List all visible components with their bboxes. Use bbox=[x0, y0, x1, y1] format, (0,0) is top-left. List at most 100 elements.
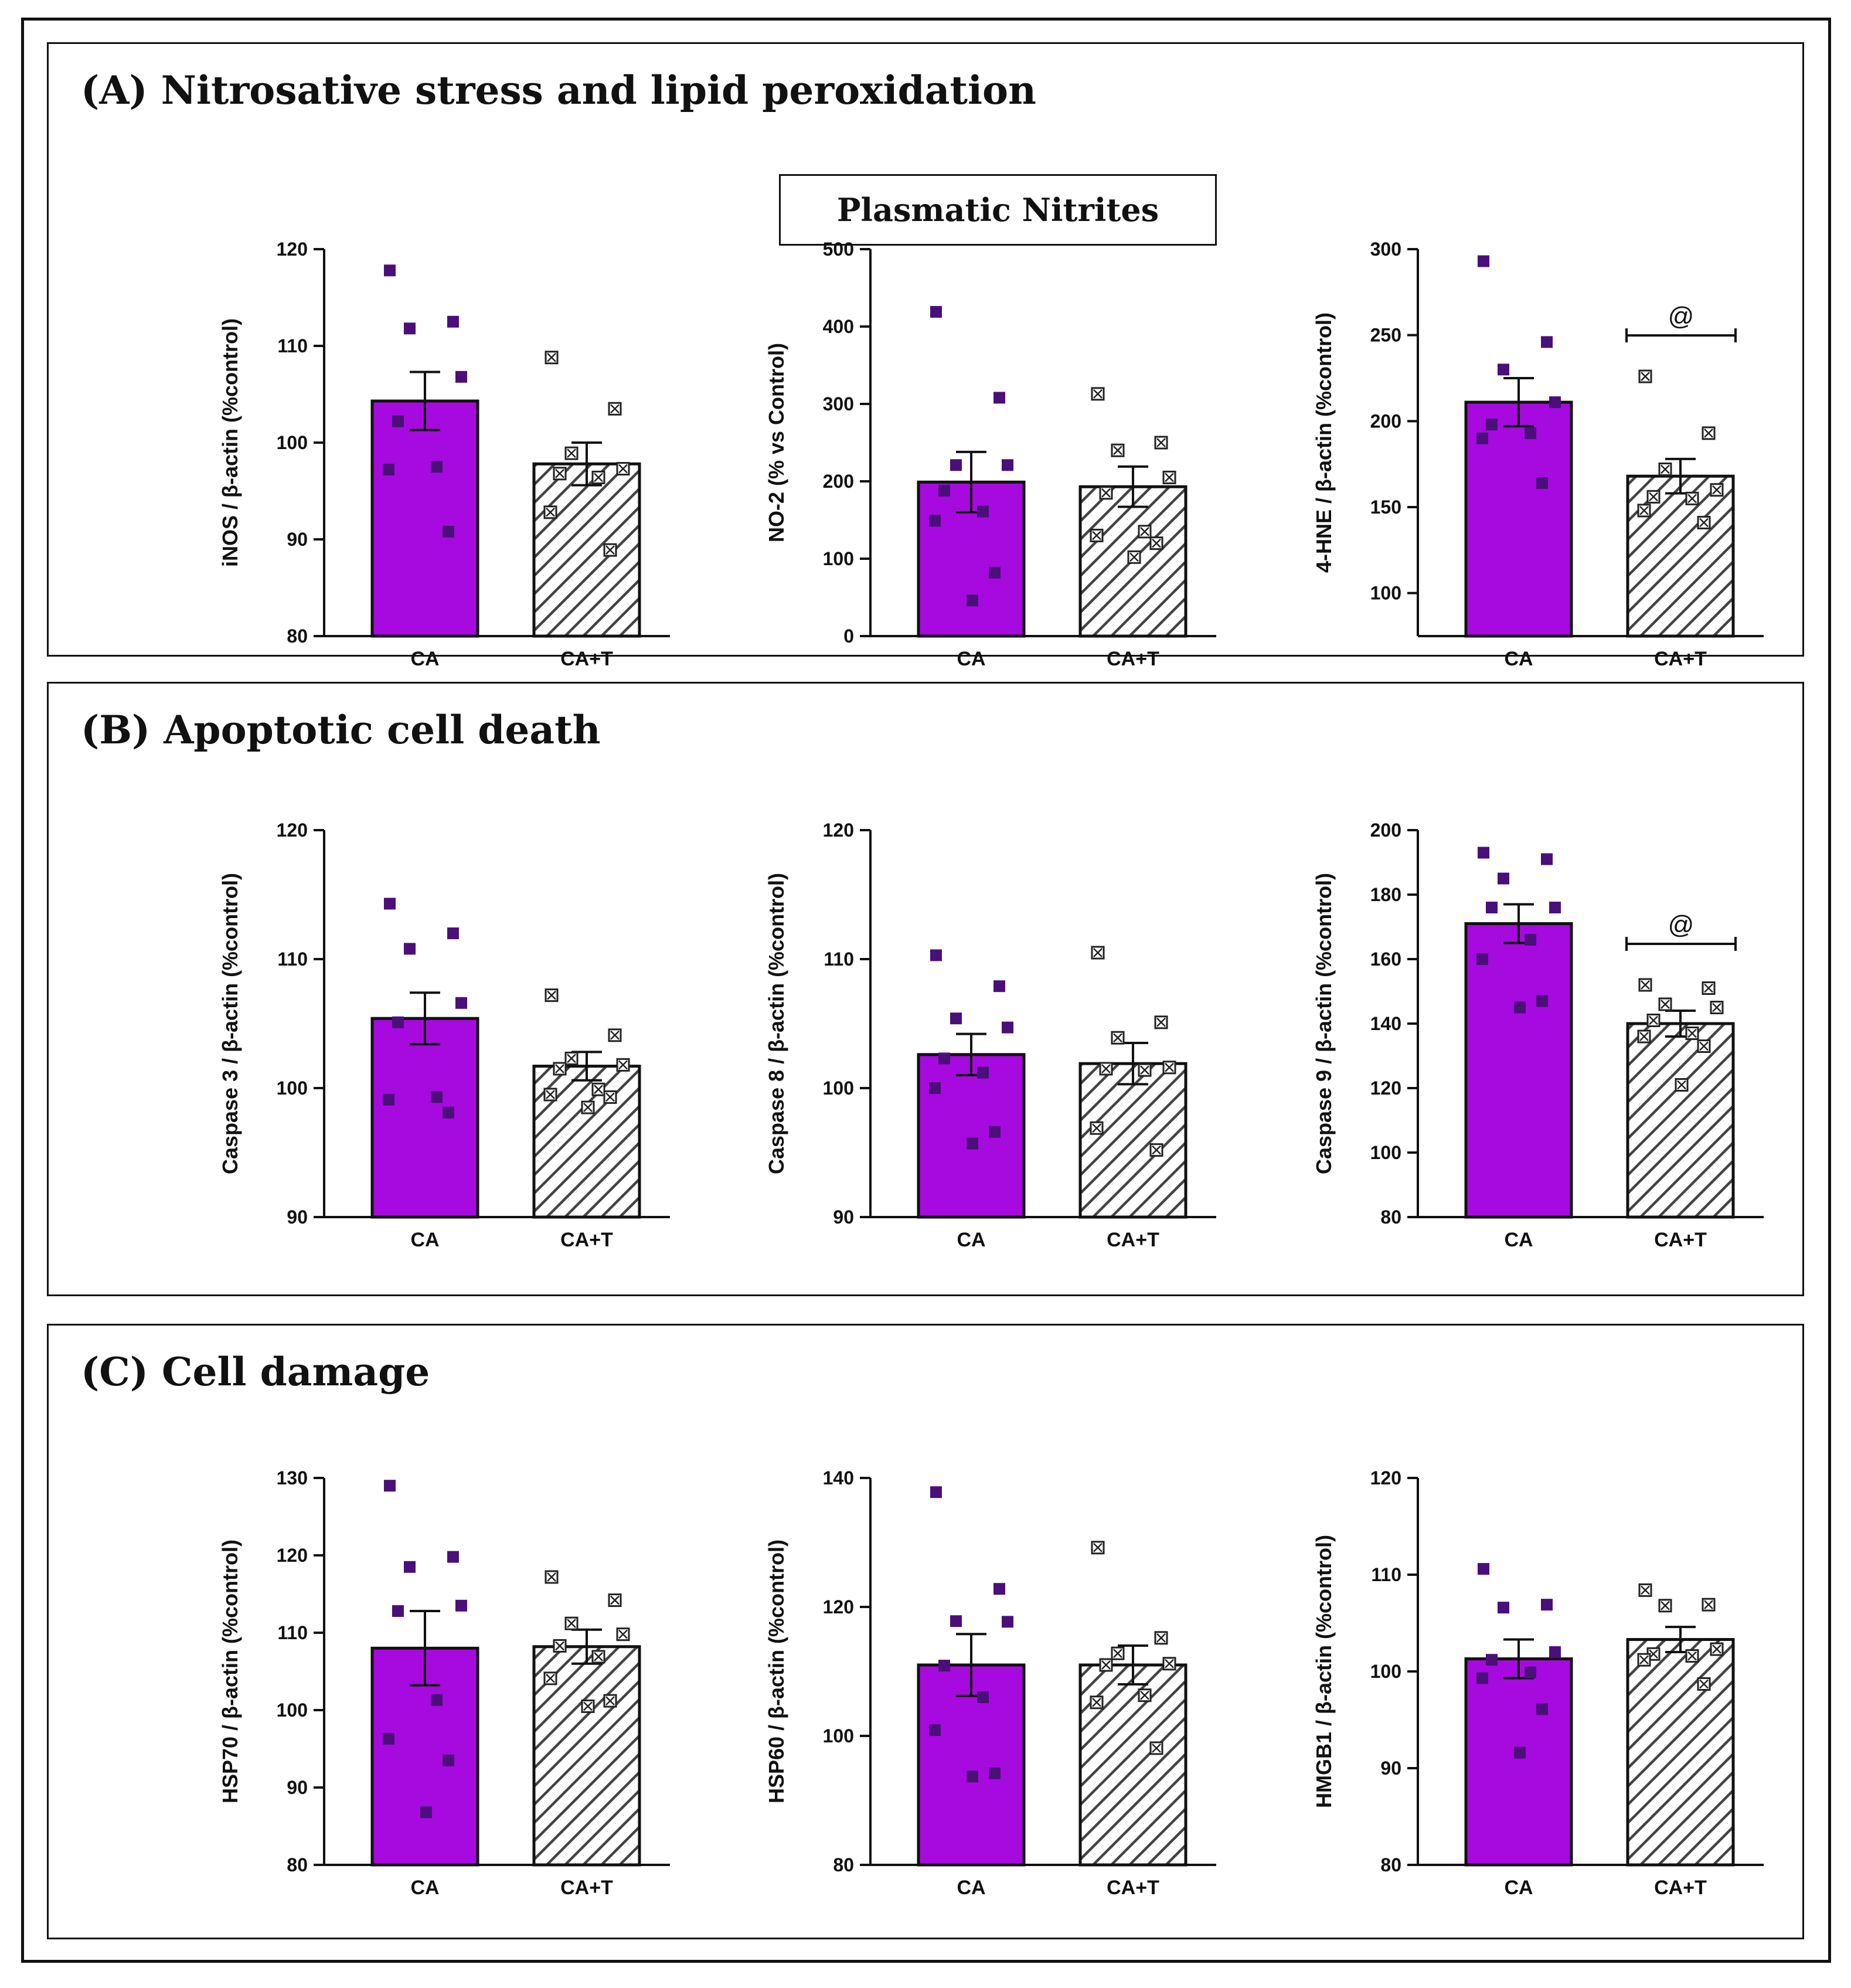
y-tick-label: 110 bbox=[277, 949, 308, 970]
data-point-ca-t bbox=[1111, 443, 1125, 457]
y-tick-label: 100 bbox=[277, 432, 308, 453]
x-category-label: CA bbox=[1504, 1229, 1533, 1251]
data-point-ca-t bbox=[1685, 1649, 1699, 1663]
chart-hmgb1: 80 90 100 110 120 HMGB1 / β-actin (%control) C… bbox=[1283, 1455, 1787, 1900]
chart-caspase-3: 90 100 110 120 Caspase 3 / β-actin (%control… bbox=[189, 807, 693, 1252]
x-category-label: CA bbox=[410, 648, 439, 670]
data-point-ca-t bbox=[553, 1639, 567, 1653]
data-point-ca bbox=[455, 371, 467, 383]
data-point-ca-t bbox=[1637, 504, 1651, 518]
data-point-ca-t bbox=[1099, 1658, 1113, 1672]
section-a: (A) Nitrosative stress and lipid peroxid… bbox=[47, 42, 1804, 670]
data-point-ca bbox=[455, 1599, 467, 1612]
data-point-ca-t bbox=[616, 1058, 630, 1072]
plasmatic-nitrites-label: Plasmatic Nitrites bbox=[779, 174, 1217, 246]
data-point-ca-t bbox=[1637, 1029, 1651, 1044]
data-point-ca bbox=[1525, 934, 1536, 946]
y-axis-label: Caspase 8 / β-actin (%control) bbox=[764, 873, 788, 1174]
data-point-ca-t bbox=[1091, 1541, 1105, 1555]
bar-ca-t bbox=[1626, 1638, 1735, 1867]
y-tick-label: 120 bbox=[823, 820, 854, 841]
x-category-label: CA+T bbox=[1654, 648, 1707, 670]
chart-4hne: 100 150 200 250 300 4-HNE / β-actin (%control… bbox=[1283, 226, 1787, 671]
data-point-ca bbox=[431, 461, 443, 473]
data-point-ca-t bbox=[608, 1593, 622, 1608]
data-point-ca-t bbox=[1149, 536, 1163, 550]
y-tick-label: 110 bbox=[277, 335, 308, 356]
y-tick-label: 100 bbox=[823, 1725, 854, 1746]
data-point-ca-t bbox=[1138, 1688, 1152, 1702]
data-point-ca-t bbox=[1702, 426, 1716, 440]
y-tick-label: 80 bbox=[1380, 1207, 1401, 1228]
data-point-ca bbox=[1476, 432, 1488, 444]
y-tick-label: 120 bbox=[277, 820, 308, 841]
data-point-ca bbox=[930, 1486, 942, 1498]
figure-frame bbox=[21, 18, 1831, 1963]
data-point-ca-t bbox=[1111, 1646, 1125, 1660]
bar-ca-t bbox=[532, 462, 641, 638]
data-point-ca-t bbox=[1646, 490, 1661, 504]
data-point-ca bbox=[1486, 1654, 1498, 1666]
data-point-ca bbox=[977, 1066, 989, 1079]
data-point-ca-t bbox=[591, 470, 605, 484]
data-point-ca-t bbox=[1702, 1598, 1716, 1612]
y-tick-label: 110 bbox=[824, 949, 854, 970]
y-tick-label: 90 bbox=[287, 1207, 308, 1228]
y-tick-label: 100 bbox=[1370, 583, 1401, 604]
data-point-ca bbox=[993, 1583, 1005, 1595]
data-point-ca bbox=[455, 997, 467, 1009]
y-tick-label: 120 bbox=[277, 1545, 308, 1566]
data-point-ca-t bbox=[1099, 486, 1113, 500]
data-point-ca bbox=[989, 566, 1001, 579]
data-point-ca-t bbox=[1675, 1078, 1689, 1092]
y-tick-label: 80 bbox=[287, 1854, 308, 1875]
section-b: (B) Apoptotic cell death 90 100 110 120 Casp… bbox=[47, 682, 1804, 1296]
data-point-ca bbox=[967, 594, 978, 607]
section-c-title: (C) Cell damage bbox=[81, 1349, 430, 1395]
data-point-ca bbox=[930, 949, 942, 961]
data-point-ca bbox=[383, 1732, 394, 1745]
data-point-ca-t bbox=[616, 462, 630, 476]
data-point-ca bbox=[1478, 255, 1489, 267]
data-point-ca-t bbox=[1658, 997, 1672, 1011]
chart-svg: 90 100 110 120 Caspase 8 / β-actin (%control… bbox=[764, 820, 1216, 1251]
data-point-ca bbox=[1002, 459, 1013, 471]
chart-hsp60: 80 100 120 140 HSP60 / β-actin (%control) CA C… bbox=[736, 1455, 1240, 1900]
y-tick-label: 100 bbox=[277, 1078, 308, 1099]
data-point-ca bbox=[950, 459, 962, 471]
data-point-ca-t bbox=[1162, 1061, 1176, 1075]
chart-inos: 80 90 100 110 120 iNOS / β-actin (%control) CA… bbox=[189, 226, 693, 671]
x-category-label: CA+T bbox=[1107, 648, 1159, 670]
y-tick-label: 400 bbox=[823, 316, 854, 337]
data-point-ca-t bbox=[1697, 1039, 1711, 1053]
y-tick-label: 110 bbox=[1371, 1564, 1401, 1585]
chart-svg: 80 90 100 110 120 HMGB1 / β-actin (%control) C… bbox=[1312, 1467, 1764, 1899]
data-point-ca bbox=[447, 315, 459, 328]
data-point-ca bbox=[1536, 995, 1548, 1007]
y-tick-label: 110 bbox=[277, 1622, 308, 1643]
data-point-ca-t bbox=[1162, 470, 1176, 484]
x-category-label: CA bbox=[957, 1877, 985, 1899]
data-point-ca bbox=[1536, 477, 1548, 489]
chart-svg: 80 90 100 110 120 130 HSP70 / β-actin (%contro… bbox=[218, 1467, 670, 1899]
chart-no2: 0 100 200 300 400 500 NO-2 (% vs Control) CA CA+… bbox=[736, 226, 1240, 671]
data-point-ca-t bbox=[564, 1051, 579, 1065]
data-point-ca-t bbox=[1162, 1657, 1176, 1671]
data-point-ca bbox=[1478, 1563, 1489, 1575]
y-tick-label: 80 bbox=[287, 626, 308, 647]
y-tick-label: 90 bbox=[1380, 1758, 1401, 1779]
data-point-ca bbox=[1525, 1666, 1536, 1678]
chart-caspase-9: 80 100 120 140 160 180 200 Caspase 9 / β-actin … bbox=[1283, 807, 1787, 1252]
data-point-ca bbox=[1514, 1001, 1526, 1014]
data-point-ca bbox=[977, 505, 989, 518]
y-tick-label: 100 bbox=[1370, 1142, 1401, 1163]
y-axis-label: HMGB1 / β-actin (%control) bbox=[1312, 1535, 1336, 1808]
data-point-ca bbox=[443, 1106, 454, 1119]
data-point-ca-t bbox=[1638, 1583, 1652, 1597]
data-point-ca-t bbox=[1149, 1741, 1163, 1755]
data-point-ca-t bbox=[1154, 1631, 1168, 1645]
data-point-ca bbox=[989, 1767, 1001, 1779]
data-point-ca bbox=[1541, 336, 1553, 348]
y-tick-label: 100 bbox=[1370, 1661, 1401, 1682]
bar-ca bbox=[917, 1053, 1026, 1219]
